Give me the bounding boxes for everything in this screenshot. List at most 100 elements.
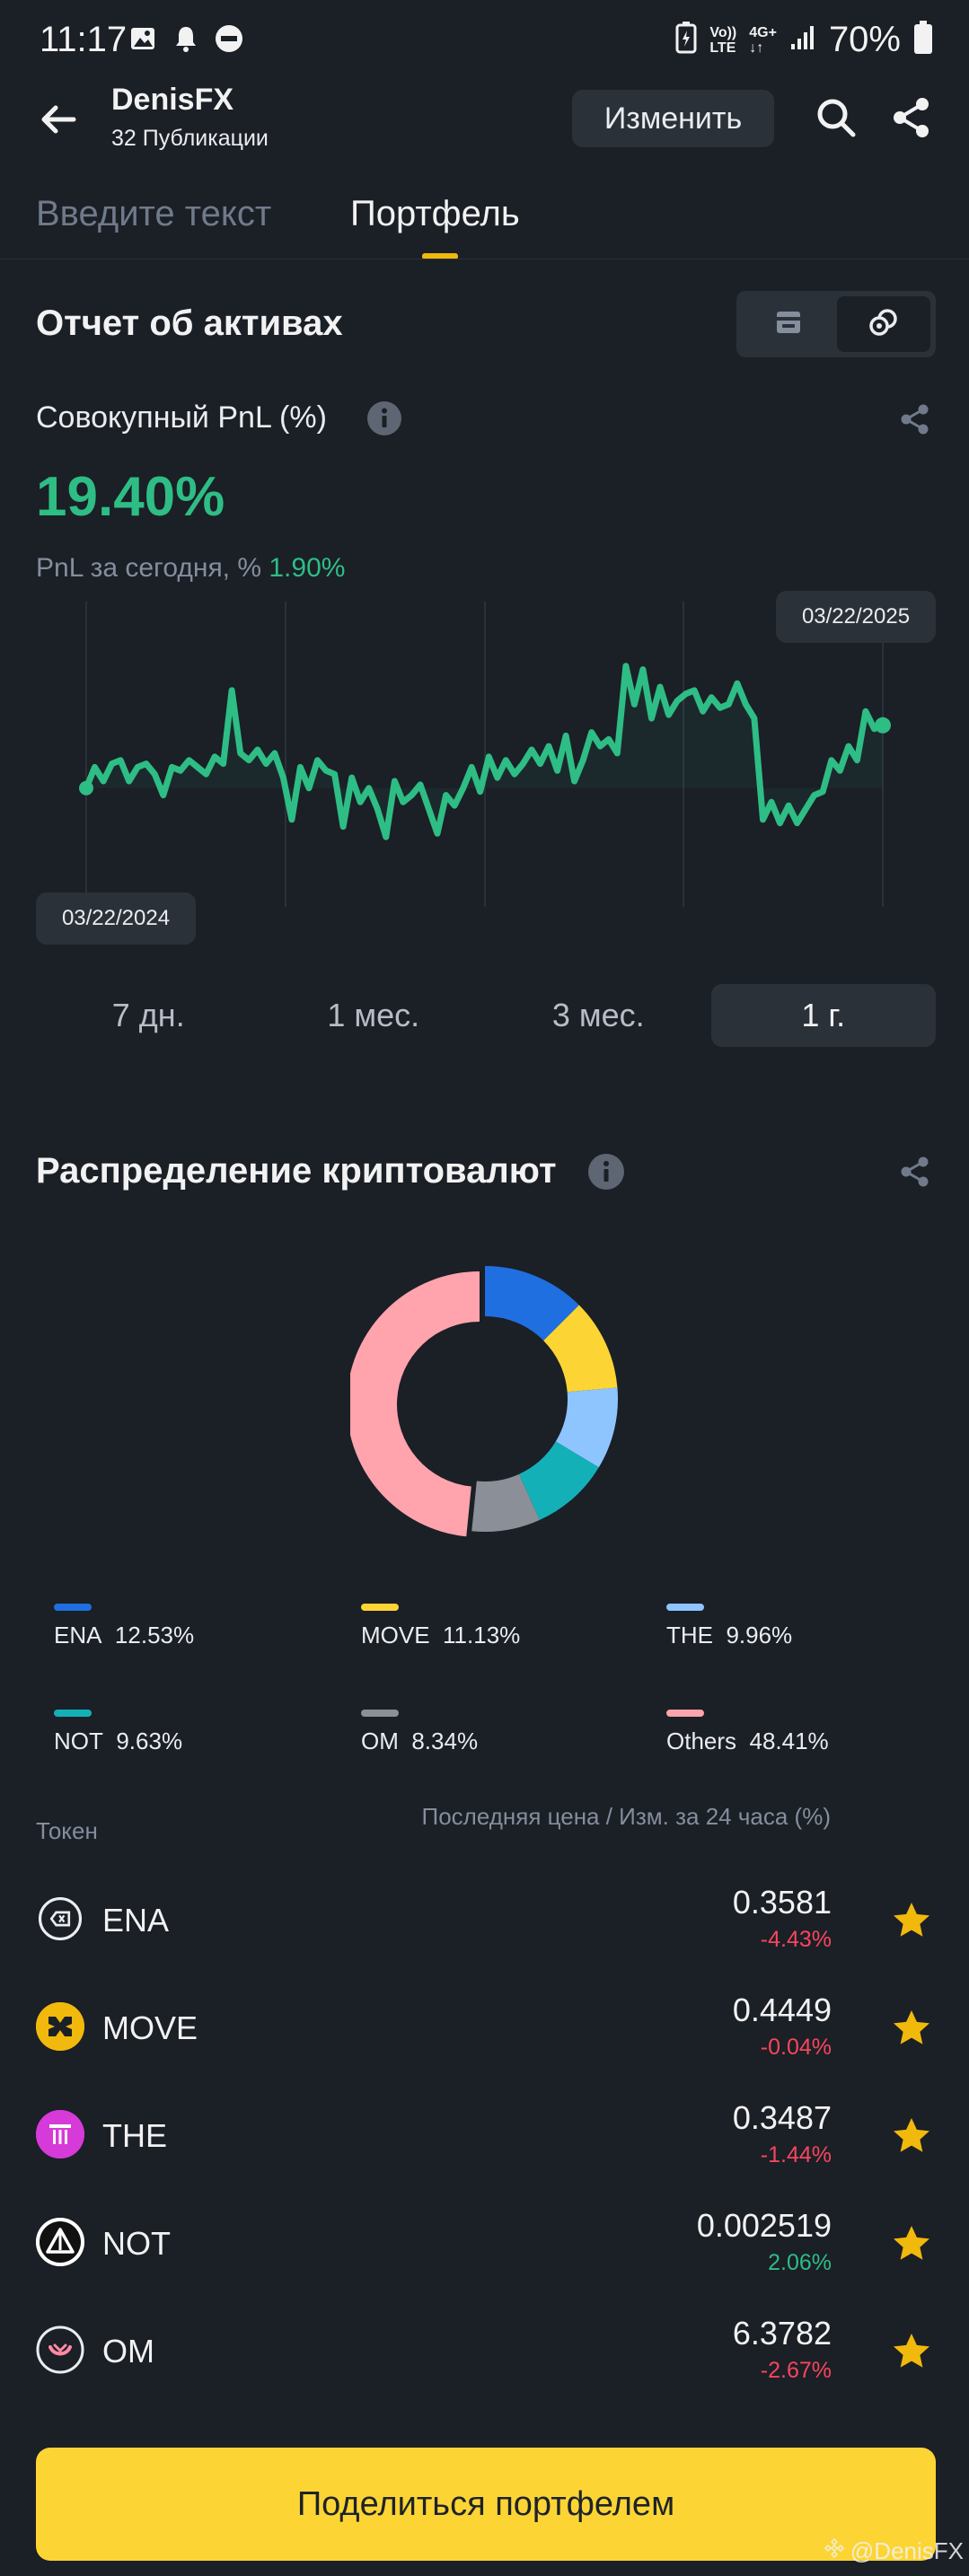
legend-swatch bbox=[54, 1710, 92, 1717]
watermark: @DenisFX bbox=[824, 2537, 964, 2565]
today-pnl-value: 1.90% bbox=[269, 553, 346, 583]
gallery-icon bbox=[128, 23, 158, 54]
token-row[interactable]: OM 6.3782 -2.67% bbox=[36, 2311, 936, 2392]
token-symbol: NOT bbox=[102, 2225, 171, 2262]
tab-posts[interactable]: Введите текст bbox=[36, 194, 272, 233]
legend-ena-name: ENA bbox=[54, 1622, 102, 1648]
token-change: 2.06% bbox=[768, 2250, 832, 2275]
token-price: 0.002519 bbox=[696, 2207, 832, 2244]
pnl-end-marker bbox=[875, 717, 891, 734]
legend-ena-pct: 12.53% bbox=[114, 1622, 195, 1648]
volte-icon: Vo)) LTE bbox=[709, 24, 737, 56]
legend-swatch bbox=[666, 1604, 704, 1611]
favorite-star-icon[interactable] bbox=[891, 2331, 932, 2372]
token-row[interactable]: MOVE 0.4449 -0.04% bbox=[36, 1988, 936, 2069]
profile-name: DenisFX bbox=[111, 83, 234, 117]
donut-slice-ena bbox=[485, 1266, 579, 1341]
toggle-coins-view[interactable] bbox=[837, 296, 930, 352]
binance-logo-icon bbox=[824, 2537, 845, 2565]
legend-om: OM 8.34% bbox=[361, 1710, 478, 1755]
legend-move-pct: 11.13% bbox=[443, 1622, 521, 1648]
token-price: 0.4449 bbox=[732, 1991, 832, 2028]
token-change: -0.04% bbox=[760, 2035, 832, 2060]
favorite-star-icon[interactable] bbox=[891, 2223, 932, 2264]
favorite-star-icon[interactable] bbox=[891, 2115, 932, 2157]
share-allocation-icon[interactable] bbox=[898, 1155, 932, 1189]
status-time: 11:17 bbox=[40, 20, 128, 59]
do-not-disturb-icon bbox=[214, 23, 244, 54]
favorite-star-icon[interactable] bbox=[891, 2008, 932, 2049]
period-selector: 7 дн. 1 мес. 3 мес. 1 г. bbox=[36, 984, 936, 1047]
token-symbol: MOVE bbox=[102, 2009, 198, 2046]
legend-the-name: THE bbox=[666, 1622, 713, 1648]
allocation-info-icon[interactable] bbox=[587, 1153, 625, 1191]
battery-percent: 70% bbox=[828, 20, 901, 59]
signal-icon bbox=[789, 24, 816, 56]
token-price: 6.3782 bbox=[732, 2315, 832, 2352]
legend-swatch bbox=[666, 1710, 704, 1717]
ena-logo-icon bbox=[36, 1895, 84, 1943]
notification-bell-icon bbox=[171, 23, 201, 54]
legend-move-name: MOVE bbox=[361, 1622, 430, 1648]
token-symbol: OM bbox=[102, 2333, 154, 2369]
favorite-star-icon[interactable] bbox=[891, 1900, 932, 1941]
donut-slice-others bbox=[350, 1271, 480, 1537]
om-logo-icon bbox=[36, 2325, 84, 2374]
battery-icon bbox=[913, 21, 933, 59]
pnl-start-marker bbox=[79, 780, 93, 796]
search-icon[interactable] bbox=[814, 95, 859, 140]
network-4g-icon: 4G+ ↓↑ bbox=[749, 24, 777, 56]
token-row[interactable]: ENA 0.3581 -4.43% bbox=[36, 1880, 936, 1961]
cumulative-pnl-label: Совокупный PnL (%) bbox=[36, 400, 327, 435]
token-price: 0.3487 bbox=[732, 2099, 832, 2136]
share-pnl-icon[interactable] bbox=[898, 402, 932, 436]
chart-start-date: 03/22/2024 bbox=[36, 892, 196, 945]
period-7d[interactable]: 7 дн. bbox=[111, 997, 185, 1033]
donut-slice-the bbox=[555, 1387, 618, 1468]
share-portfolio-button[interactable]: Поделиться портфелем bbox=[36, 2448, 936, 2561]
token-symbol: THE bbox=[102, 2117, 167, 2154]
view-toggle bbox=[736, 291, 936, 357]
status-left-icons bbox=[128, 23, 244, 54]
wallet-icon bbox=[775, 310, 802, 339]
legend-swatch bbox=[54, 1604, 92, 1611]
legend-the: THE 9.96% bbox=[666, 1604, 792, 1649]
legend-others-name: Others bbox=[666, 1728, 737, 1754]
info-icon[interactable] bbox=[366, 400, 402, 436]
token-row[interactable]: THE 0.3487 -1.44% bbox=[36, 2096, 936, 2176]
period-1m[interactable]: 1 мес. bbox=[327, 997, 420, 1033]
donut-slice-om bbox=[471, 1473, 540, 1532]
edit-button[interactable]: Изменить bbox=[572, 90, 774, 147]
period-3m[interactable]: 3 мес. bbox=[551, 997, 645, 1033]
legend-ena: ENA 12.53% bbox=[54, 1604, 194, 1649]
legend-move: MOVE 11.13% bbox=[361, 1604, 520, 1649]
share-icon[interactable] bbox=[889, 95, 934, 140]
toggle-wallet-view[interactable] bbox=[742, 296, 835, 352]
pnl-series-line bbox=[83, 663, 886, 840]
token-row[interactable]: NOT 0.002519 2.06% bbox=[36, 2203, 936, 2284]
active-tab-indicator bbox=[422, 253, 458, 259]
back-arrow-icon[interactable] bbox=[36, 97, 81, 142]
today-pnl-label: PnL за сегодня, % bbox=[36, 553, 262, 583]
legend-om-pct: 8.34% bbox=[411, 1728, 479, 1754]
legend-not-pct: 9.63% bbox=[116, 1728, 183, 1754]
token-change: -2.67% bbox=[760, 2358, 832, 2383]
chart-end-date: 03/22/2025 bbox=[776, 591, 936, 643]
tab-portfolio[interactable]: Портфель bbox=[350, 194, 520, 233]
publications-count[interactable]: 32 Публикации bbox=[111, 126, 269, 151]
legend-swatch bbox=[361, 1710, 399, 1717]
allocation-donut-chart[interactable] bbox=[350, 1266, 620, 1544]
cumulative-pnl-value: 19.40% bbox=[36, 466, 225, 528]
allocation-title: Распределение криптовалют bbox=[36, 1151, 557, 1191]
column-header-token: Токен bbox=[36, 1817, 98, 1844]
period-1y[interactable]: 1 г. bbox=[710, 984, 936, 1047]
not-logo-icon bbox=[36, 2218, 84, 2266]
today-pnl: PnL за сегодня, % 1.90% bbox=[36, 553, 345, 584]
column-header-price: Последняя цена / Изм. за 24 часа (%) bbox=[421, 1803, 831, 1830]
legend-om-name: OM bbox=[361, 1728, 399, 1754]
token-symbol: ENA bbox=[102, 1902, 170, 1939]
pnl-line-chart[interactable] bbox=[0, 593, 969, 916]
pnl-area-fill bbox=[86, 665, 883, 838]
legend-the-pct: 9.96% bbox=[726, 1622, 793, 1648]
legend-not: NOT 9.63% bbox=[54, 1710, 182, 1755]
